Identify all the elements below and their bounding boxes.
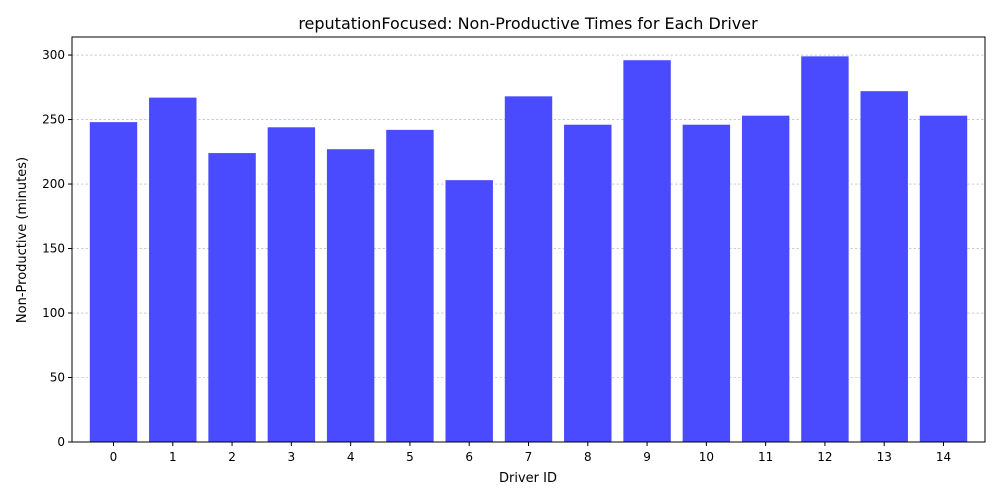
bar-driver-10 [682,124,731,443]
y-tick-label: 100 [42,306,65,320]
x-tick-label: 10 [699,450,714,464]
x-tick-label: 1 [169,450,177,464]
x-tick-label: 12 [817,450,832,464]
bar-driver-3 [267,127,316,442]
x-tick-label: 7 [525,450,533,464]
y-tick-label: 150 [42,242,65,256]
y-tick-label: 250 [42,113,65,127]
y-tick-label: 0 [57,435,65,449]
y-axis-title: Non-Productive (minutes) [15,157,30,323]
bar-driver-13 [860,91,908,443]
bar-driver-4 [326,149,375,442]
bar-driver-1 [149,97,197,442]
x-tick-label: 2 [228,450,236,464]
x-tick-label: 9 [643,450,651,464]
x-tick-label: 11 [758,450,773,464]
y-axis-ticks: 0 50 100 150 200 250 300 [42,48,72,449]
x-tick-label: 8 [584,450,592,464]
bar-driver-6 [445,180,493,442]
chart-title: reputationFocused: Non-Productive Times … [298,14,758,33]
bar-driver-9 [623,60,671,443]
x-tick-label: 0 [110,450,118,464]
bar-driver-14 [919,115,968,442]
bar-driver-5 [386,129,434,442]
x-tick-label: 6 [465,450,473,464]
x-tick-label: 14 [936,450,951,464]
x-tick-label: 5 [406,450,414,464]
x-tick-label: 13 [877,450,892,464]
y-tick-label: 50 [50,371,65,385]
x-tick-label: 4 [347,450,355,464]
bar-driver-0 [89,122,138,443]
y-tick-label: 300 [42,48,65,62]
bar-driver-7 [504,96,553,442]
bar-driver-2 [208,153,256,442]
bar-driver-12 [801,56,849,442]
x-axis-title: Driver ID [499,471,557,486]
bars [89,56,968,443]
x-tick-label: 3 [288,450,296,464]
x-axis-ticks: 0 1 2 3 4 5 6 7 8 9 10 11 12 13 14 [110,442,951,464]
bar-driver-11 [741,115,790,442]
y-tick-label: 200 [42,177,65,191]
bar-driver-8 [564,124,612,443]
